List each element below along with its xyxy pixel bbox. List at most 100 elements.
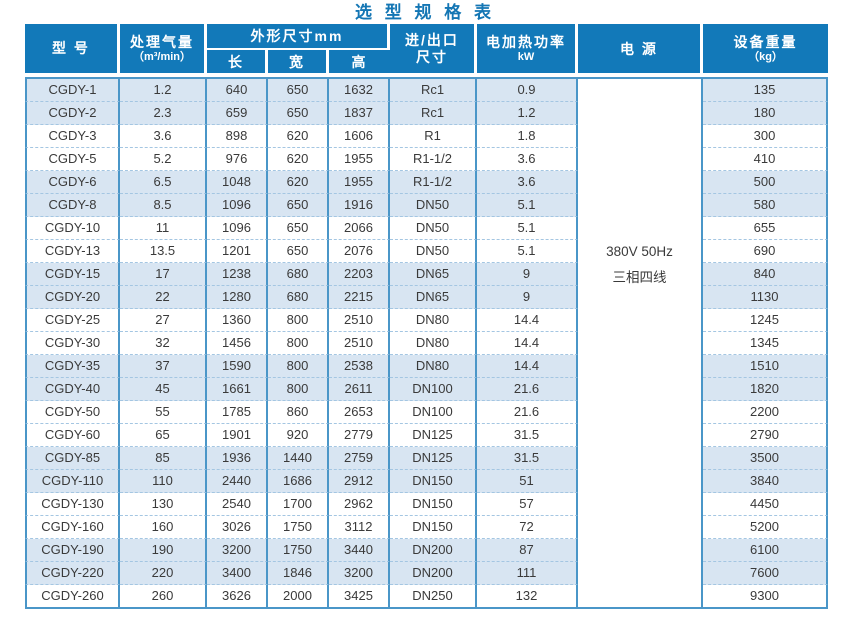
cell-port: R1-1/2 — [390, 148, 477, 171]
cell-airflow: 8.5 — [120, 194, 207, 217]
cell-height: 2510 — [329, 332, 390, 355]
cell-airflow: 3.6 — [120, 125, 207, 148]
cell-model: CGDY-10 — [25, 217, 120, 240]
cell-model: CGDY-5 — [25, 148, 120, 171]
cell-height: 2759 — [329, 447, 390, 470]
cell-height: 2076 — [329, 240, 390, 263]
cell-weight: 580 — [703, 194, 828, 217]
header-model: 型 号 — [25, 24, 120, 77]
cell-power_kw: 14.4 — [477, 332, 578, 355]
cell-length: 1590 — [207, 355, 268, 378]
power-supply-line1: 380V 50Hz — [606, 244, 673, 259]
cell-model: CGDY-3 — [25, 125, 120, 148]
table-body: CGDY-1 1.2 640 650 1632 Rc1 0.9 380V 50Hz 三相四线 13… — [25, 77, 828, 609]
cell-length: 1238 — [207, 263, 268, 286]
header-inlet-outlet-line1: 进/出口 — [405, 31, 459, 48]
cell-port: R1-1/2 — [390, 171, 477, 194]
cell-height: 2962 — [329, 493, 390, 516]
cell-model: CGDY-40 — [25, 378, 120, 401]
cell-port: DN200 — [390, 562, 477, 585]
cell-model: CGDY-220 — [25, 562, 120, 585]
table-row: CGDY-8 8.5 1096 650 1916 DN50 5.1 580 — [25, 194, 828, 217]
header-airflow-unit: （m³/min） — [132, 50, 192, 63]
cell-model: CGDY-6 — [25, 171, 120, 194]
cell-model: CGDY-13 — [25, 240, 120, 263]
cell-model: CGDY-1 — [25, 77, 120, 102]
cell-power_kw: 51 — [477, 470, 578, 493]
cell-weight: 3500 — [703, 447, 828, 470]
header-length: 长 — [207, 50, 268, 77]
cell-airflow: 260 — [120, 585, 207, 609]
cell-height: 1955 — [329, 148, 390, 171]
cell-model: CGDY-130 — [25, 493, 120, 516]
cell-port: DN80 — [390, 332, 477, 355]
cell-airflow: 1.2 — [120, 77, 207, 102]
cell-width: 1686 — [268, 470, 329, 493]
cell-power_kw: 9 — [477, 286, 578, 309]
header-model-label: 型 号 — [52, 40, 90, 56]
cell-power_kw: 14.4 — [477, 309, 578, 332]
table-row: CGDY-15 17 1238 680 2203 DN65 9 840 — [25, 263, 828, 286]
header-airflow: 处理气量 （m³/min） — [120, 24, 207, 77]
cell-power_kw: 57 — [477, 493, 578, 516]
cell-weight: 1130 — [703, 286, 828, 309]
cell-weight: 180 — [703, 102, 828, 125]
cell-length: 1096 — [207, 217, 268, 240]
table-row: CGDY-6 6.5 1048 620 1955 R1-1/2 3.6 500 — [25, 171, 828, 194]
cell-model: CGDY-160 — [25, 516, 120, 539]
cell-length: 976 — [207, 148, 268, 171]
cell-width: 1440 — [268, 447, 329, 470]
cell-port: DN150 — [390, 493, 477, 516]
cell-model: CGDY-110 — [25, 470, 120, 493]
cell-weight: 1820 — [703, 378, 828, 401]
cell-model: CGDY-15 — [25, 263, 120, 286]
cell-power_kw: 72 — [477, 516, 578, 539]
cell-port: DN100 — [390, 401, 477, 424]
cell-port: DN80 — [390, 309, 477, 332]
cell-length: 3400 — [207, 562, 268, 585]
cell-port: DN50 — [390, 217, 477, 240]
table-row: CGDY-35 37 1590 800 2538 DN80 14.4 1510 — [25, 355, 828, 378]
spec-table: 型 号 处理气量 （m³/min） 外形尺寸mm 进/出口 尺寸 电加热功率 k… — [25, 24, 828, 609]
cell-airflow: 32 — [120, 332, 207, 355]
cell-port: DN125 — [390, 424, 477, 447]
table-row: CGDY-5 5.2 976 620 1955 R1-1/2 3.6 410 — [25, 148, 828, 171]
cell-model: CGDY-8 — [25, 194, 120, 217]
cell-power_kw: 31.5 — [477, 424, 578, 447]
cell-airflow: 190 — [120, 539, 207, 562]
cell-port: DN80 — [390, 355, 477, 378]
cell-height: 1837 — [329, 102, 390, 125]
table-header: 型 号 处理气量 （m³/min） 外形尺寸mm 进/出口 尺寸 电加热功率 k… — [25, 24, 828, 77]
cell-airflow: 5.2 — [120, 148, 207, 171]
cell-weight: 690 — [703, 240, 828, 263]
cell-airflow: 65 — [120, 424, 207, 447]
cell-power_kw: 5.1 — [477, 217, 578, 240]
cell-airflow: 17 — [120, 263, 207, 286]
cell-weight: 500 — [703, 171, 828, 194]
header-weight-label: 设备重量 — [733, 33, 798, 50]
cell-width: 2000 — [268, 585, 329, 609]
cell-height: 1632 — [329, 77, 390, 102]
cell-airflow: 220 — [120, 562, 207, 585]
power-supply-cell: 380V 50Hz 三相四线 — [578, 77, 703, 609]
cell-power_kw: 3.6 — [477, 148, 578, 171]
cell-port: R1 — [390, 125, 477, 148]
cell-width: 650 — [268, 77, 329, 102]
cell-height: 2215 — [329, 286, 390, 309]
cell-length: 640 — [207, 77, 268, 102]
header-inlet-outlet-line2: 尺寸 — [416, 48, 448, 65]
cell-height: 2912 — [329, 470, 390, 493]
header-height: 高 — [329, 50, 390, 77]
cell-length: 3626 — [207, 585, 268, 609]
cell-height: 2538 — [329, 355, 390, 378]
cell-height: 1955 — [329, 171, 390, 194]
cell-weight: 9300 — [703, 585, 828, 609]
cell-power_kw: 3.6 — [477, 171, 578, 194]
cell-port: DN250 — [390, 585, 477, 609]
cell-model: CGDY-260 — [25, 585, 120, 609]
cell-width: 1846 — [268, 562, 329, 585]
cell-model: CGDY-50 — [25, 401, 120, 424]
cell-port: Rc1 — [390, 102, 477, 125]
header-heating-power-unit: kW — [517, 50, 535, 63]
